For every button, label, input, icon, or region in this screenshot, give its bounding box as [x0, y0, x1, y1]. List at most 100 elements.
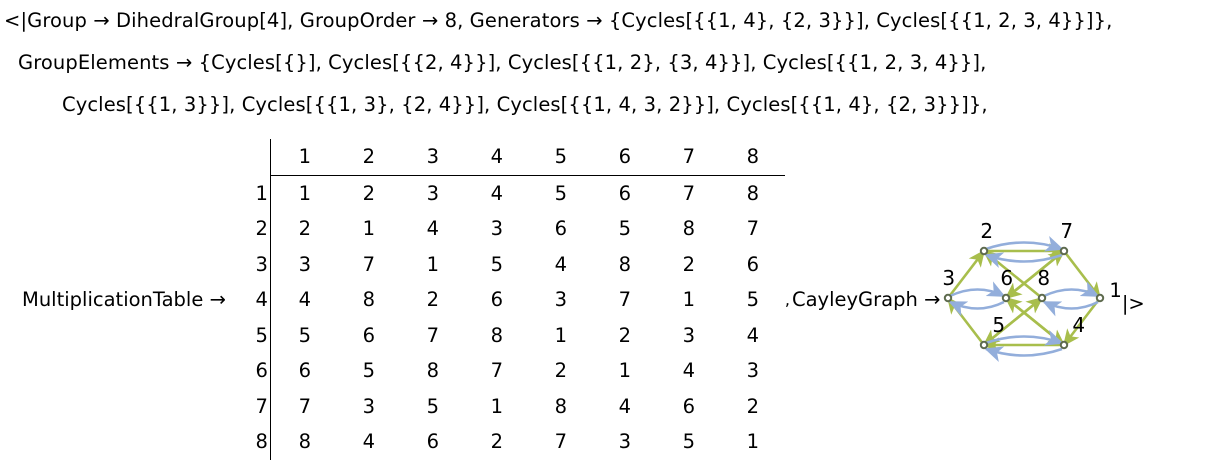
- table-cell: 4: [490, 181, 504, 205]
- table-vertical-rule: [269, 246, 273, 282]
- cayley-vertices: [944, 246, 1105, 350]
- cayley-vertex-label-7: 7: [1060, 219, 1074, 243]
- cayley-vertex-label-1: 1: [1109, 278, 1122, 302]
- table-vertical-rule: [269, 388, 273, 424]
- table-cell: 4: [298, 288, 312, 312]
- table-cell: 2: [554, 359, 568, 383]
- table-cell: 5: [618, 217, 632, 241]
- table-cell: 4: [682, 359, 696, 383]
- table-cell: 5: [298, 323, 312, 347]
- table-cell: 2: [426, 288, 440, 312]
- table-cell: 7: [746, 217, 760, 241]
- row-header: 2: [255, 217, 268, 241]
- table-cell: 6: [426, 430, 440, 454]
- table-cell: 2: [490, 430, 504, 454]
- table-vertical-rule: [269, 282, 273, 318]
- table-vertical-rule: [269, 317, 273, 353]
- table-cell: 7: [298, 394, 312, 418]
- row-header: 5: [255, 323, 268, 347]
- column-header: 3: [400, 138, 465, 176]
- table-cell: 5: [554, 181, 568, 205]
- cayley-graph-svg: [944, 235, 1105, 363]
- row-header: 4: [255, 288, 268, 312]
- association-close-delimiter: 1|>: [1108, 279, 1144, 315]
- table-cell: 3: [554, 288, 568, 312]
- table-vertical-rule: [269, 353, 273, 389]
- cayley-vertex-label-8: 8: [1037, 266, 1051, 290]
- table-cell: 6: [554, 217, 568, 241]
- output-main-row: MultiplicationTable → 1 2 3 4 5 6 7 8 1 …: [0, 138, 1208, 460]
- table-cell: 5: [362, 359, 376, 383]
- table-cell: 1: [554, 323, 568, 347]
- table-row: 2 2 1 4 3 6 5 8 7: [234, 211, 785, 247]
- association-line-2: GroupElements → {Cycles[{}], Cycles[{{2,…: [18, 51, 987, 74]
- column-header: 2: [336, 138, 401, 176]
- table-cell: 7: [618, 288, 632, 312]
- table-cell: 6: [362, 323, 376, 347]
- table-row: 3 3 7 1 5 4 8 2 6: [234, 246, 785, 282]
- table-cell: 4: [554, 252, 568, 276]
- cayley-vertex-label-4: 4: [1072, 313, 1086, 337]
- table-cell: 1: [490, 394, 504, 418]
- cayley-vertex-label-2: 2: [980, 219, 994, 243]
- table-cell: 4: [362, 430, 376, 454]
- table-vertical-rule: [269, 138, 273, 176]
- table-cell: 8: [490, 323, 504, 347]
- table-cell: 6: [298, 359, 312, 383]
- row-header: 3: [255, 252, 268, 276]
- table-cell: 5: [490, 252, 504, 276]
- table-cell: 6: [618, 181, 632, 205]
- table-cell: 8: [426, 359, 440, 383]
- table-cell: 8: [298, 430, 312, 454]
- table-header-row: 1 2 3 4 5 6 7 8: [234, 138, 785, 176]
- row-header: 7: [255, 394, 268, 418]
- table-cell: 5: [426, 394, 440, 418]
- table-vertical-rule: [269, 211, 273, 247]
- table-cell: 2: [682, 252, 696, 276]
- table-cell: 3: [362, 394, 376, 418]
- cayley-graph-section: , CayleyGraph →: [785, 219, 1145, 379]
- table-cell: 3: [426, 181, 440, 205]
- table-cell: 2: [362, 181, 376, 205]
- column-header: 5: [528, 138, 593, 176]
- cayley-vertex-label-6: 6: [1000, 266, 1014, 290]
- cayley-vertex-label-3: 3: [942, 266, 956, 290]
- table-cell: 7: [362, 252, 376, 276]
- cayley-graph-label: CayleyGraph →: [791, 287, 941, 311]
- table-cell: 1: [362, 217, 376, 241]
- association-close-bracket: |>: [1121, 291, 1145, 315]
- table-cell: 8: [682, 217, 696, 241]
- cayley-vertex-label-5: 5: [992, 313, 1006, 337]
- table-cell: 1: [618, 359, 632, 383]
- row-header: 6: [255, 359, 268, 383]
- column-header: 7: [656, 138, 721, 176]
- table-row: 6 6 5 8 7 2 1 4 3: [234, 353, 785, 389]
- table-row: 4 4 8 2 6 3 7 1 5: [234, 282, 785, 318]
- table-corner-cell: [234, 139, 271, 176]
- association-header: <|Group → DihedralGroup[4], GroupOrder →…: [0, 0, 1208, 126]
- table-cell: 7: [682, 181, 696, 205]
- column-header: 4: [464, 138, 529, 176]
- table-vertical-rule: [269, 175, 273, 211]
- table-cell: 7: [490, 359, 504, 383]
- column-header: 8: [720, 138, 785, 176]
- table-cell: 6: [746, 252, 760, 276]
- table-row: 5 5 6 7 8 1 2 3 4: [234, 317, 785, 353]
- table-cell: 8: [362, 288, 376, 312]
- table-cell: 3: [746, 359, 760, 383]
- table-row: 7 7 3 5 1 8 4 6 2: [234, 388, 785, 424]
- table-cell: 8: [618, 252, 632, 276]
- table-trailing-separator: ,: [784, 289, 790, 309]
- association-line-1: <|Group → DihedralGroup[4], GroupOrder →…: [4, 9, 1113, 32]
- table-cell: 4: [426, 217, 440, 241]
- table-cell: 3: [298, 252, 312, 276]
- row-header: 1: [255, 181, 268, 205]
- table-cell: 6: [682, 394, 696, 418]
- column-header: 6: [592, 138, 657, 176]
- table-cell: 6: [490, 288, 504, 312]
- table-cell: 1: [746, 430, 760, 454]
- table-cell: 2: [618, 323, 632, 347]
- cayley-graph-figure: 2 7 3 6 8 5 4: [942, 219, 1108, 379]
- table-cell: 5: [682, 430, 696, 454]
- association-line-3: Cycles[{{1, 3}}], Cycles[{{1, 3}, {2, 4}…: [62, 93, 988, 116]
